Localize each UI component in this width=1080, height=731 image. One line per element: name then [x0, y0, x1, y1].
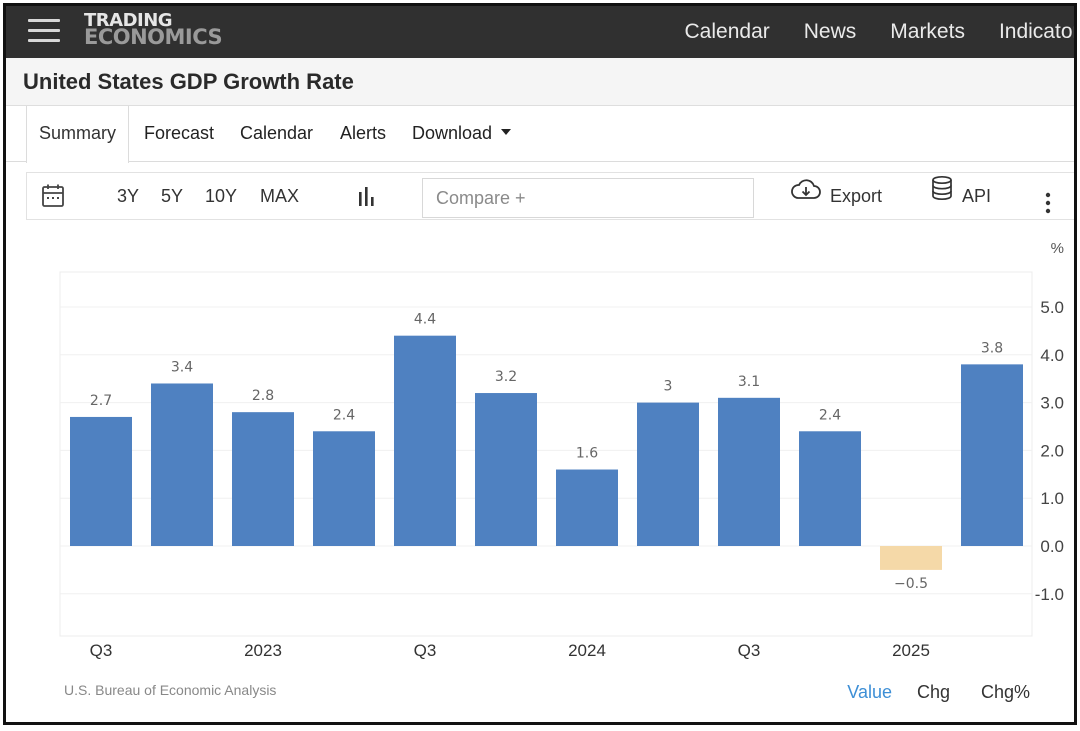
- x-tick-label: 2023: [244, 641, 282, 660]
- tab-chg-percent[interactable]: Chg%: [980, 682, 1030, 702]
- tab-summary[interactable]: Summary: [26, 106, 130, 163]
- top-navbar: TRADING ECONOMICS Calendar News Markets …: [6, 6, 1074, 58]
- chart-toolbar: 3Y 5Y 10Y MAX Export: [26, 172, 1074, 220]
- cloud-download-icon: [790, 172, 822, 218]
- chart-bar: [718, 397, 780, 546]
- nav-link-indicators[interactable]: Indicators: [998, 20, 1074, 43]
- y-tick-label: 2.0: [1040, 441, 1064, 460]
- x-tick-label: 2025: [892, 641, 930, 660]
- chart-bar: [637, 402, 699, 546]
- logo-line-1: TRADING: [84, 10, 173, 31]
- chart-bar: [70, 416, 132, 546]
- x-tick-label: Q3: [738, 641, 761, 660]
- chart-bar: [880, 546, 942, 570]
- tab-download-label: Download: [412, 123, 493, 143]
- app-frame: TRADING ECONOMICS Calendar News Markets …: [3, 3, 1077, 725]
- tab-alerts[interactable]: Alerts: [340, 123, 387, 143]
- x-tick-label: 2024: [568, 641, 606, 660]
- bar-value-label: 2.8: [252, 388, 274, 404]
- bar-value-label: 3.2: [495, 369, 517, 385]
- chart-bar: [232, 412, 294, 546]
- y-tick-label: 1.0: [1040, 489, 1064, 508]
- bar-value-label: 3.4: [171, 359, 193, 375]
- bar-value-label: 2.4: [819, 407, 841, 423]
- y-tick-label: 4.0: [1040, 346, 1064, 365]
- tab-download[interactable]: Download: [412, 106, 512, 162]
- bar-value-label: 2.7: [90, 393, 112, 409]
- y-tick-label: 3.0: [1040, 394, 1064, 413]
- nav-link-calendar[interactable]: Calendar: [684, 20, 770, 43]
- site-logo[interactable]: TRADING ECONOMICS: [84, 10, 223, 49]
- chart-bar: [394, 335, 456, 546]
- y-unit-label: %: [1051, 240, 1064, 257]
- vertical-dots-icon[interactable]: [1045, 185, 1051, 214]
- title-band: United States GDP Growth Rate: [6, 58, 1074, 106]
- chart-bar: [313, 431, 375, 546]
- hamburger-menu-icon[interactable]: [28, 19, 60, 43]
- range-max-button[interactable]: MAX: [260, 186, 300, 206]
- y-tick-label: 0.0: [1040, 537, 1064, 556]
- caret-down-icon: [501, 129, 512, 136]
- x-tick-label: Q3: [90, 641, 113, 660]
- range-3y-button[interactable]: 3Y: [117, 186, 140, 206]
- export-label: Export: [830, 186, 883, 206]
- calendar-icon[interactable]: [41, 183, 65, 209]
- chart-bar: [475, 393, 537, 546]
- bar-value-label: −0.5: [894, 576, 928, 592]
- chart-bar: [556, 469, 618, 546]
- y-tick-label: 5.0: [1040, 298, 1064, 317]
- bar-value-label: 4.4: [414, 312, 436, 328]
- chart-svg: -1.0 0.0 1.0 2.0 3.0 4.0 5.0% 2.7 3.4 2.8 2.4 4.4 3.…: [59, 240, 1064, 660]
- y-tick-label: -1.0: [1035, 585, 1064, 604]
- compare-input[interactable]: [422, 178, 754, 218]
- plot-border: [59, 271, 1033, 637]
- tab-forecast[interactable]: Forecast: [144, 123, 215, 143]
- chart-bar: [799, 431, 861, 546]
- bar-value-label: 1.6: [576, 446, 598, 462]
- bar-value-label: 3.8: [981, 340, 1003, 356]
- export-button[interactable]: Export: [790, 173, 882, 219]
- gdp-chart: -1.0 0.0 1.0 2.0 3.0 4.0 5.0% 2.7 3.4 2.8 2.4 4.4 3.…: [26, 226, 1074, 722]
- bar-value-label: 2.4: [333, 407, 355, 423]
- range-10y-button[interactable]: 10Y: [205, 186, 238, 206]
- tab-chg[interactable]: Chg: [916, 682, 950, 702]
- chart-bar: [151, 383, 213, 546]
- chart-bar: [961, 364, 1023, 546]
- section-tabs: Summary Forecast Calendar Alerts Downloa…: [6, 106, 1074, 163]
- tab-calendar[interactable]: Calendar: [240, 123, 314, 143]
- nav-link-markets[interactable]: Markets: [890, 20, 965, 43]
- bar-chart-icon[interactable]: [357, 186, 377, 208]
- nav-link-news[interactable]: News: [803, 20, 857, 43]
- nav-links: Calendar News Markets Indicators: [651, 6, 1074, 58]
- logo-line-2: ECONOMICS: [84, 25, 223, 49]
- tab-value[interactable]: Value: [847, 682, 892, 702]
- source-label: U.S. Bureau of Economic Analysis: [64, 682, 277, 698]
- x-tick-label: Q3: [414, 641, 437, 660]
- api-button[interactable]: API: [931, 173, 991, 219]
- bar-value-label: 3.1: [738, 374, 760, 390]
- page-title: United States GDP Growth Rate: [23, 69, 354, 94]
- bar-value-label: 3: [664, 379, 673, 395]
- api-label: API: [962, 186, 992, 206]
- database-icon: [931, 172, 953, 218]
- range-5y-button[interactable]: 5Y: [161, 186, 184, 206]
